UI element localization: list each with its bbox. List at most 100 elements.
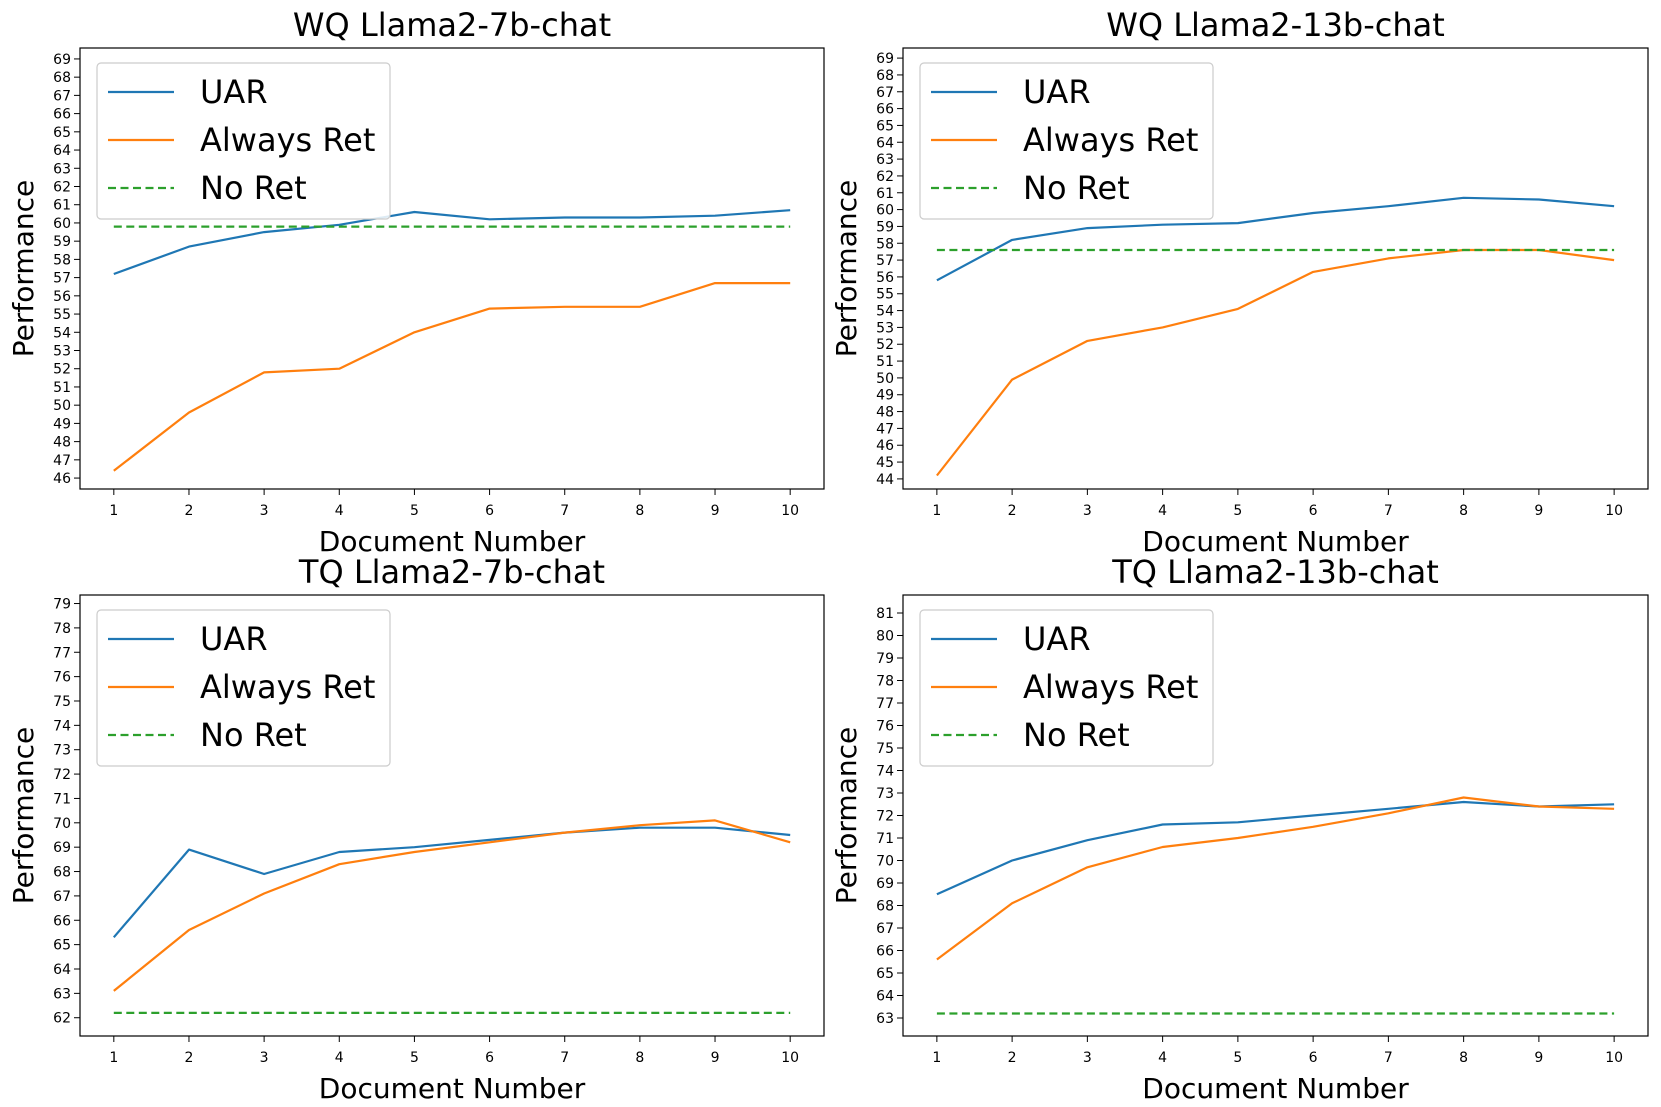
legend: UAR Always Ret No Ret: [920, 610, 1213, 766]
y-axis-label: Performance: [830, 727, 863, 904]
legend-label: No Ret: [200, 169, 307, 207]
x-tick-label: 2: [185, 503, 194, 519]
x-tick-label: 8: [635, 1050, 644, 1066]
y-tick-label: 55: [876, 287, 894, 303]
y-tick-label: 51: [876, 354, 894, 370]
y-tick-label: 65: [53, 938, 71, 954]
y-tick-label: 63: [53, 986, 71, 1002]
legend-label: Always Ret: [1023, 668, 1198, 706]
x-tick-label: 5: [1233, 1050, 1242, 1066]
y-tick-label: 47: [53, 453, 71, 469]
y-tick-label: 79: [876, 651, 894, 667]
y-tick-label: 61: [53, 198, 71, 214]
y-tick-label: 61: [876, 186, 894, 202]
x-tick-label: 2: [1008, 1050, 1017, 1066]
x-tick-label: 4: [1158, 503, 1167, 519]
y-axis-label: Performance: [830, 180, 863, 357]
y-axis-label: Performance: [7, 727, 40, 904]
y-tick-label: 64: [876, 989, 894, 1005]
y-tick-label: 64: [53, 143, 71, 159]
y-tick-label: 81: [876, 606, 894, 622]
y-tick-label: 62: [876, 169, 894, 185]
x-tick-label: 6: [485, 503, 494, 519]
legend-label: UAR: [200, 73, 268, 111]
y-tick-label: 59: [53, 234, 71, 250]
y-tick-label: 67: [53, 889, 71, 905]
x-tick-label: 7: [1384, 503, 1393, 519]
legend-label: UAR: [1023, 73, 1091, 111]
x-tick-label: 10: [781, 1050, 799, 1066]
x-tick-label: 9: [1534, 503, 1543, 519]
x-tick-label: 6: [485, 1050, 494, 1066]
legend-label: Always Ret: [200, 668, 375, 706]
x-tick-label: 9: [711, 503, 720, 519]
x-axis-label: Document Number: [1142, 1072, 1409, 1105]
y-tick-label: 65: [876, 966, 894, 982]
x-tick-label: 1: [932, 503, 941, 519]
y-tick-label: 54: [876, 304, 894, 320]
x-tick-label: 10: [1605, 1050, 1623, 1066]
legend-label: Always Ret: [200, 121, 375, 159]
x-tick-label: 3: [1083, 503, 1092, 519]
y-tick-label: 64: [876, 135, 894, 151]
x-tick-label: 2: [185, 1050, 194, 1066]
y-tick-label: 77: [53, 645, 71, 661]
y-tick-label: 67: [53, 88, 71, 104]
y-tick-label: 75: [876, 741, 894, 757]
y-tick-label: 56: [876, 270, 894, 286]
y-tick-label: 70: [53, 816, 71, 832]
legend-label: No Ret: [1023, 169, 1130, 207]
y-tick-label: 68: [53, 70, 71, 86]
x-tick-label: 1: [932, 1050, 941, 1066]
x-tick-label: 3: [260, 1050, 269, 1066]
x-tick-label: 5: [410, 1050, 419, 1066]
y-tick-label: 70: [876, 854, 894, 870]
x-tick-label: 1: [109, 1050, 118, 1066]
chart-title: WQ Llama2-13b-chat: [1106, 6, 1445, 44]
x-tick-label: 3: [260, 503, 269, 519]
y-tick-label: 77: [876, 696, 894, 712]
y-tick-label: 79: [53, 597, 71, 613]
x-tick-label: 10: [781, 503, 799, 519]
y-tick-label: 66: [876, 102, 894, 118]
y-tick-label: 62: [53, 179, 71, 195]
y-tick-label: 71: [53, 791, 71, 807]
y-tick-label: 67: [876, 85, 894, 101]
y-tick-label: 74: [53, 718, 71, 734]
y-tick-label: 53: [53, 344, 71, 360]
legend-label: No Ret: [1023, 716, 1130, 754]
y-tick-label: 50: [53, 398, 71, 414]
y-tick-label: 46: [876, 438, 894, 454]
y-tick-label: 65: [53, 125, 71, 141]
x-tick-label: 7: [560, 1050, 569, 1066]
y-tick-label: 46: [53, 471, 71, 487]
y-tick-label: 63: [876, 152, 894, 168]
y-tick-label: 59: [876, 219, 894, 235]
legend: UAR Always Ret No Ret: [920, 63, 1213, 219]
y-tick-label: 75: [53, 694, 71, 710]
y-tick-label: 63: [876, 1011, 894, 1027]
chart-title: TQ Llama2-7b-chat: [298, 553, 605, 591]
y-tick-label: 52: [876, 337, 894, 353]
y-tick-label: 68: [53, 865, 71, 881]
y-tick-label: 45: [876, 455, 894, 471]
y-tick-label: 51: [53, 380, 71, 396]
y-tick-label: 65: [876, 118, 894, 134]
y-tick-label: 58: [53, 252, 71, 268]
y-tick-label: 55: [53, 307, 71, 323]
y-tick-label: 60: [876, 203, 894, 219]
y-tick-label: 54: [53, 325, 71, 341]
x-tick-label: 1: [109, 503, 118, 519]
y-tick-label: 76: [876, 719, 894, 735]
y-tick-label: 48: [876, 405, 894, 421]
x-tick-label: 5: [1233, 503, 1242, 519]
y-tick-label: 72: [53, 767, 71, 783]
y-tick-label: 72: [876, 809, 894, 825]
x-tick-label: 7: [1384, 1050, 1393, 1066]
x-tick-label: 9: [711, 1050, 720, 1066]
x-tick-label: 4: [335, 1050, 344, 1066]
y-tick-label: 57: [876, 253, 894, 269]
chart-title: TQ Llama2-13b-chat: [1111, 553, 1439, 591]
y-tick-label: 49: [53, 416, 71, 432]
y-tick-label: 52: [53, 362, 71, 378]
